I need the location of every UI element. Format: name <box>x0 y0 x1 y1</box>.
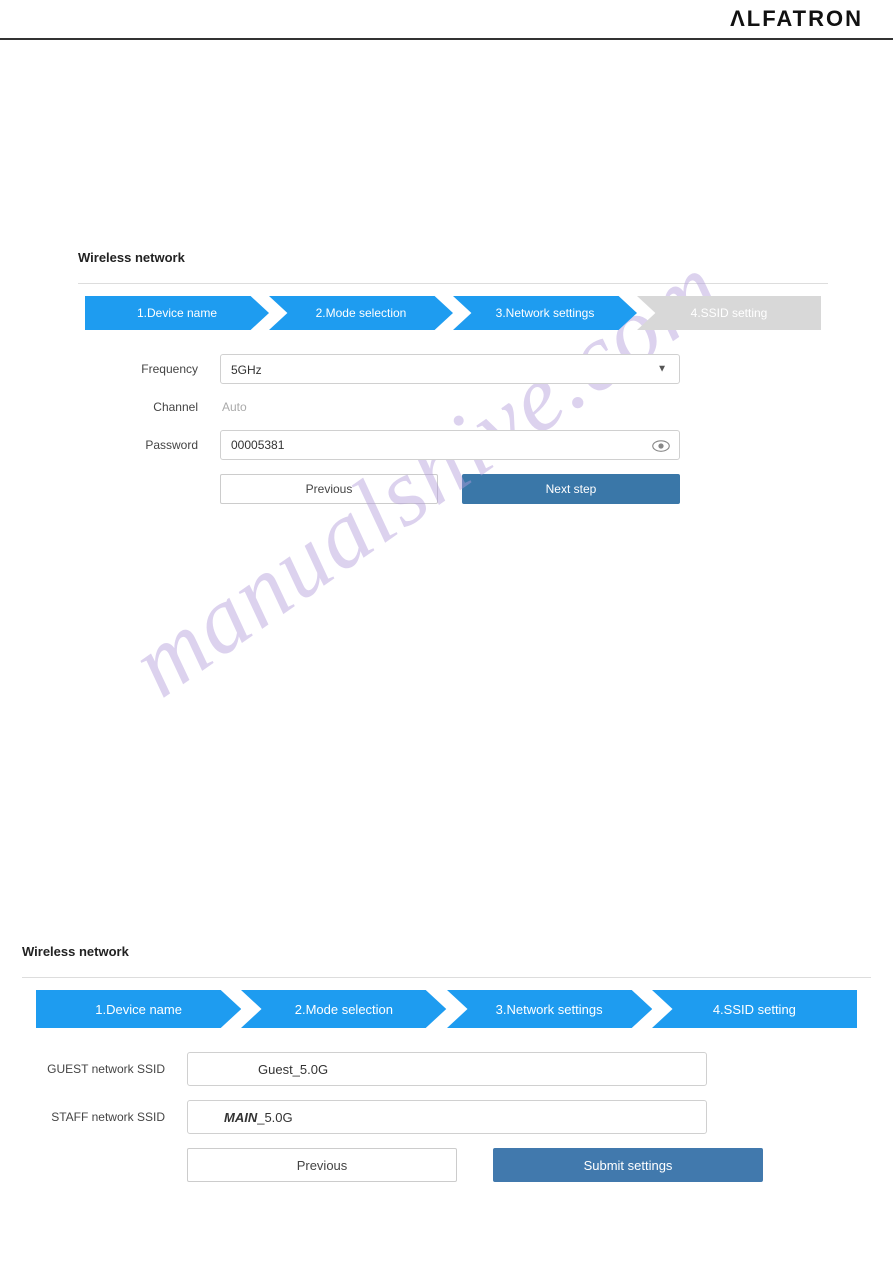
button-row: Previous Submit settings <box>187 1148 871 1182</box>
step-label: 4.SSID setting <box>713 1002 796 1017</box>
eye-icon[interactable] <box>652 439 670 451</box>
step-mode-selection[interactable]: 2.Mode selection <box>241 990 446 1028</box>
step-ssid-setting[interactable]: 4.SSID setting <box>637 296 821 330</box>
button-row: Previous Next step <box>220 474 828 504</box>
staff-ssid-label: STAFF network SSID <box>22 1109 187 1126</box>
ssid-settings-panel: Wireless network 1.Device name 2.Mode se… <box>22 944 871 1182</box>
staff-ssid-suffix: _5.0G <box>257 1110 292 1125</box>
channel-value: Auto <box>220 400 247 414</box>
channel-row: Channel Auto <box>78 398 828 416</box>
step-label: 3.Network settings <box>496 1002 603 1017</box>
step-label: 2.Mode selection <box>295 1002 393 1017</box>
step-device-name[interactable]: 1.Device name <box>85 296 269 330</box>
step-label: 1.Device name <box>95 1002 182 1017</box>
step-network-settings[interactable]: 3.Network settings <box>447 990 652 1028</box>
guest-ssid-row: GUEST network SSID <box>22 1052 871 1086</box>
frequency-select[interactable]: 5GHz ▼ <box>220 354 680 384</box>
frequency-value: 5GHz <box>231 363 262 377</box>
step-label: 2.Mode selection <box>316 306 407 320</box>
staff-ssid-row: STAFF network SSID MAIN_5.0G <box>22 1100 871 1134</box>
page-header: ΛLFATRON <box>0 0 893 40</box>
divider <box>22 977 871 978</box>
submit-settings-button[interactable]: Submit settings <box>493 1148 763 1182</box>
step-device-name[interactable]: 1.Device name <box>36 990 241 1028</box>
previous-button[interactable]: Previous <box>187 1148 457 1182</box>
section-title: Wireless network <box>22 944 871 959</box>
password-label: Password <box>78 438 220 452</box>
next-step-button[interactable]: Next step <box>462 474 680 504</box>
wizard-steps: 1.Device name 2.Mode selection 3.Network… <box>36 990 857 1028</box>
guest-ssid-label: GUEST network SSID <box>22 1061 187 1078</box>
step-mode-selection[interactable]: 2.Mode selection <box>269 296 453 330</box>
step-label: 3.Network settings <box>496 306 595 320</box>
section-title: Wireless network <box>78 250 828 265</box>
guest-ssid-input[interactable] <box>187 1052 707 1086</box>
password-row: Password <box>78 430 828 460</box>
chevron-down-icon: ▼ <box>657 364 667 375</box>
wizard-steps: 1.Device name 2.Mode selection 3.Network… <box>85 296 821 330</box>
divider <box>78 283 828 284</box>
brand-logo: ΛLFATRON <box>730 6 863 31</box>
step-label: 1.Device name <box>137 306 217 320</box>
channel-label: Channel <box>78 400 220 414</box>
step-label: 4.SSID setting <box>691 306 768 320</box>
step-ssid-setting[interactable]: 4.SSID setting <box>652 990 857 1028</box>
staff-ssid-prefix: MAIN <box>224 1110 257 1125</box>
password-input[interactable] <box>220 430 680 460</box>
network-settings-panel: Wireless network 1.Device name 2.Mode se… <box>78 250 828 504</box>
step-network-settings[interactable]: 3.Network settings <box>453 296 637 330</box>
frequency-row: Frequency 5GHz ▼ <box>78 354 828 384</box>
frequency-label: Frequency <box>78 362 220 376</box>
previous-button[interactable]: Previous <box>220 474 438 504</box>
staff-ssid-input[interactable]: MAIN_5.0G <box>187 1100 707 1134</box>
